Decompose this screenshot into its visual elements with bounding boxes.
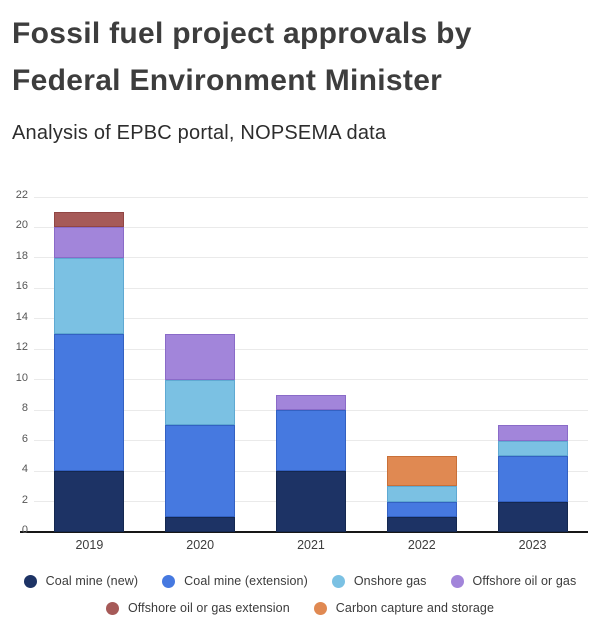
legend-label-offshore-oil-or-gas-extension: Offshore oil or gas extension	[127, 601, 290, 615]
bar-segment-2022-carbon-capture-and-storage	[386, 455, 457, 487]
y-tick-label-20: 20	[15, 219, 28, 232]
gridline-16	[34, 287, 588, 289]
x-tick-label-2021: 2021	[297, 538, 325, 552]
legend-item-offshore-oil-or-gas-extension: Offshore oil or gas extension	[105, 601, 290, 615]
x-tick-label-2020: 2020	[186, 538, 215, 552]
y-tick-label-2: 2	[21, 493, 28, 506]
bar-segment-2019-coal-mine-extension	[54, 334, 125, 472]
chart-header: Fossil fuel project approvals by Federal…	[12, 10, 590, 145]
legend-swatch-icon-coal-mine-new	[23, 574, 37, 588]
y-tick-label-10: 10	[15, 371, 28, 384]
stacked-bar-2019	[54, 212, 125, 532]
bar-segment-2019-coal-mine-new	[54, 471, 125, 532]
bar-segment-2021-coal-mine-extension	[275, 410, 346, 472]
legend-label-offshore-oil-or-gas: Offshore oil or gas	[472, 574, 577, 588]
x-tick-label-2022: 2022	[407, 538, 436, 552]
bar-segment-2022-coal-mine-new	[386, 516, 457, 532]
x-tick-label-2023: 2023	[518, 538, 547, 552]
bar-column-2019	[34, 212, 145, 532]
bar-segment-2023-onshore-gas	[497, 440, 568, 456]
legend-item-carbon-capture-and-storage: Carbon capture and storage	[313, 601, 495, 615]
y-tick-label-6: 6	[21, 432, 28, 445]
bar-segment-2021-coal-mine-new	[275, 471, 346, 532]
x-tick-label-2019: 2019	[75, 538, 104, 552]
y-tick-label-8: 8	[21, 402, 28, 415]
stacked-bar-2020	[165, 334, 236, 532]
stacked-bar-2023	[497, 425, 568, 532]
plot-area: 0 2 4 6 8 10 12 14 16 18 20 22 2019 2020 2021 2022 2023	[16, 189, 588, 552]
bar-segment-2023-offshore-oil-or-gas	[497, 425, 568, 441]
gridline-22	[34, 196, 588, 198]
legend-swatch-icon-offshore-oil-or-gas	[450, 574, 464, 588]
gridline-20	[34, 226, 588, 228]
y-tick-label-16: 16	[15, 280, 28, 293]
y-tick-label-18: 18	[15, 249, 28, 262]
bar-segment-2020-coal-mine-extension	[165, 425, 236, 517]
bar-segment-2020-coal-mine-new	[165, 516, 236, 532]
legend-label-coal-mine-new: Coal mine (new)	[45, 574, 139, 588]
y-tick-label-22: 22	[15, 189, 28, 201]
legend-swatch-icon-carbon-capture-and-storage	[313, 601, 327, 615]
legend-swatch-icon-onshore-gas	[331, 574, 345, 588]
bar-segment-2023-coal-mine-extension	[497, 455, 568, 502]
legend-label-onshore-gas: Onshore gas	[353, 574, 427, 588]
stacked-bar-2022	[386, 455, 457, 532]
bar-segment-2019-offshore-oil-or-gas	[54, 227, 125, 258]
legend-item-coal-mine-extension: Coal mine (extension)	[162, 574, 308, 588]
bar-column-2020	[145, 334, 256, 532]
bar-segment-2020-onshore-gas	[165, 379, 236, 426]
gridline-18	[34, 257, 588, 259]
legend-swatch-icon-offshore-oil-or-gas-extension	[105, 601, 119, 615]
bar-column-2023	[477, 425, 588, 532]
bar-column-2022	[366, 455, 477, 532]
legend-row-2: Offshore oil or gas extension Carbon capt…	[105, 601, 495, 615]
x-axis-line	[20, 531, 588, 533]
bar-segment-2019-onshore-gas	[54, 257, 125, 335]
bar-segment-2021-offshore-oil-or-gas	[275, 394, 346, 411]
gridline-14	[34, 318, 588, 320]
legend-item-offshore-oil-or-gas: Offshore oil or gas	[450, 574, 577, 588]
y-tick-label-4: 4	[21, 463, 28, 476]
chart-legend: Coal mine (new) Coal mine (extension) Onsh…	[0, 574, 600, 615]
legend-item-coal-mine-new: Coal mine (new)	[23, 574, 139, 588]
legend-swatch-icon-coal-mine-extension	[162, 574, 176, 588]
y-tick-label-12: 12	[15, 341, 28, 354]
bar-segment-2022-coal-mine-extension	[386, 501, 457, 517]
stacked-bar-2021	[275, 394, 346, 532]
legend-row-1: Coal mine (new) Coal mine (extension) Onsh…	[23, 574, 577, 588]
bar-segment-2019-offshore-oil-or-gas-extension	[54, 212, 125, 228]
bar-segment-2022-onshore-gas	[386, 486, 457, 502]
chart-subtitle: Analysis of EPBC portal, NOPSEMA data	[12, 122, 387, 144]
bar-segment-2020-offshore-oil-or-gas	[165, 334, 236, 380]
page-title-line-2: Federal Environment Minister	[12, 64, 443, 97]
legend-label-coal-mine-extension: Coal mine (extension)	[184, 574, 308, 588]
bar-segment-2023-coal-mine-new	[497, 501, 568, 532]
legend-item-onshore-gas: Onshore gas	[331, 574, 427, 588]
y-tick-label-14: 14	[15, 310, 28, 323]
gridline-10	[34, 379, 588, 381]
page-title-line-1: Fossil fuel project approvals by	[12, 17, 472, 50]
bar-column-2021	[256, 394, 367, 532]
y-tick-label-0: 0	[21, 524, 28, 536]
legend-label-carbon-capture-and-storage: Carbon capture and storage	[335, 601, 495, 615]
gridline-12	[34, 348, 588, 350]
